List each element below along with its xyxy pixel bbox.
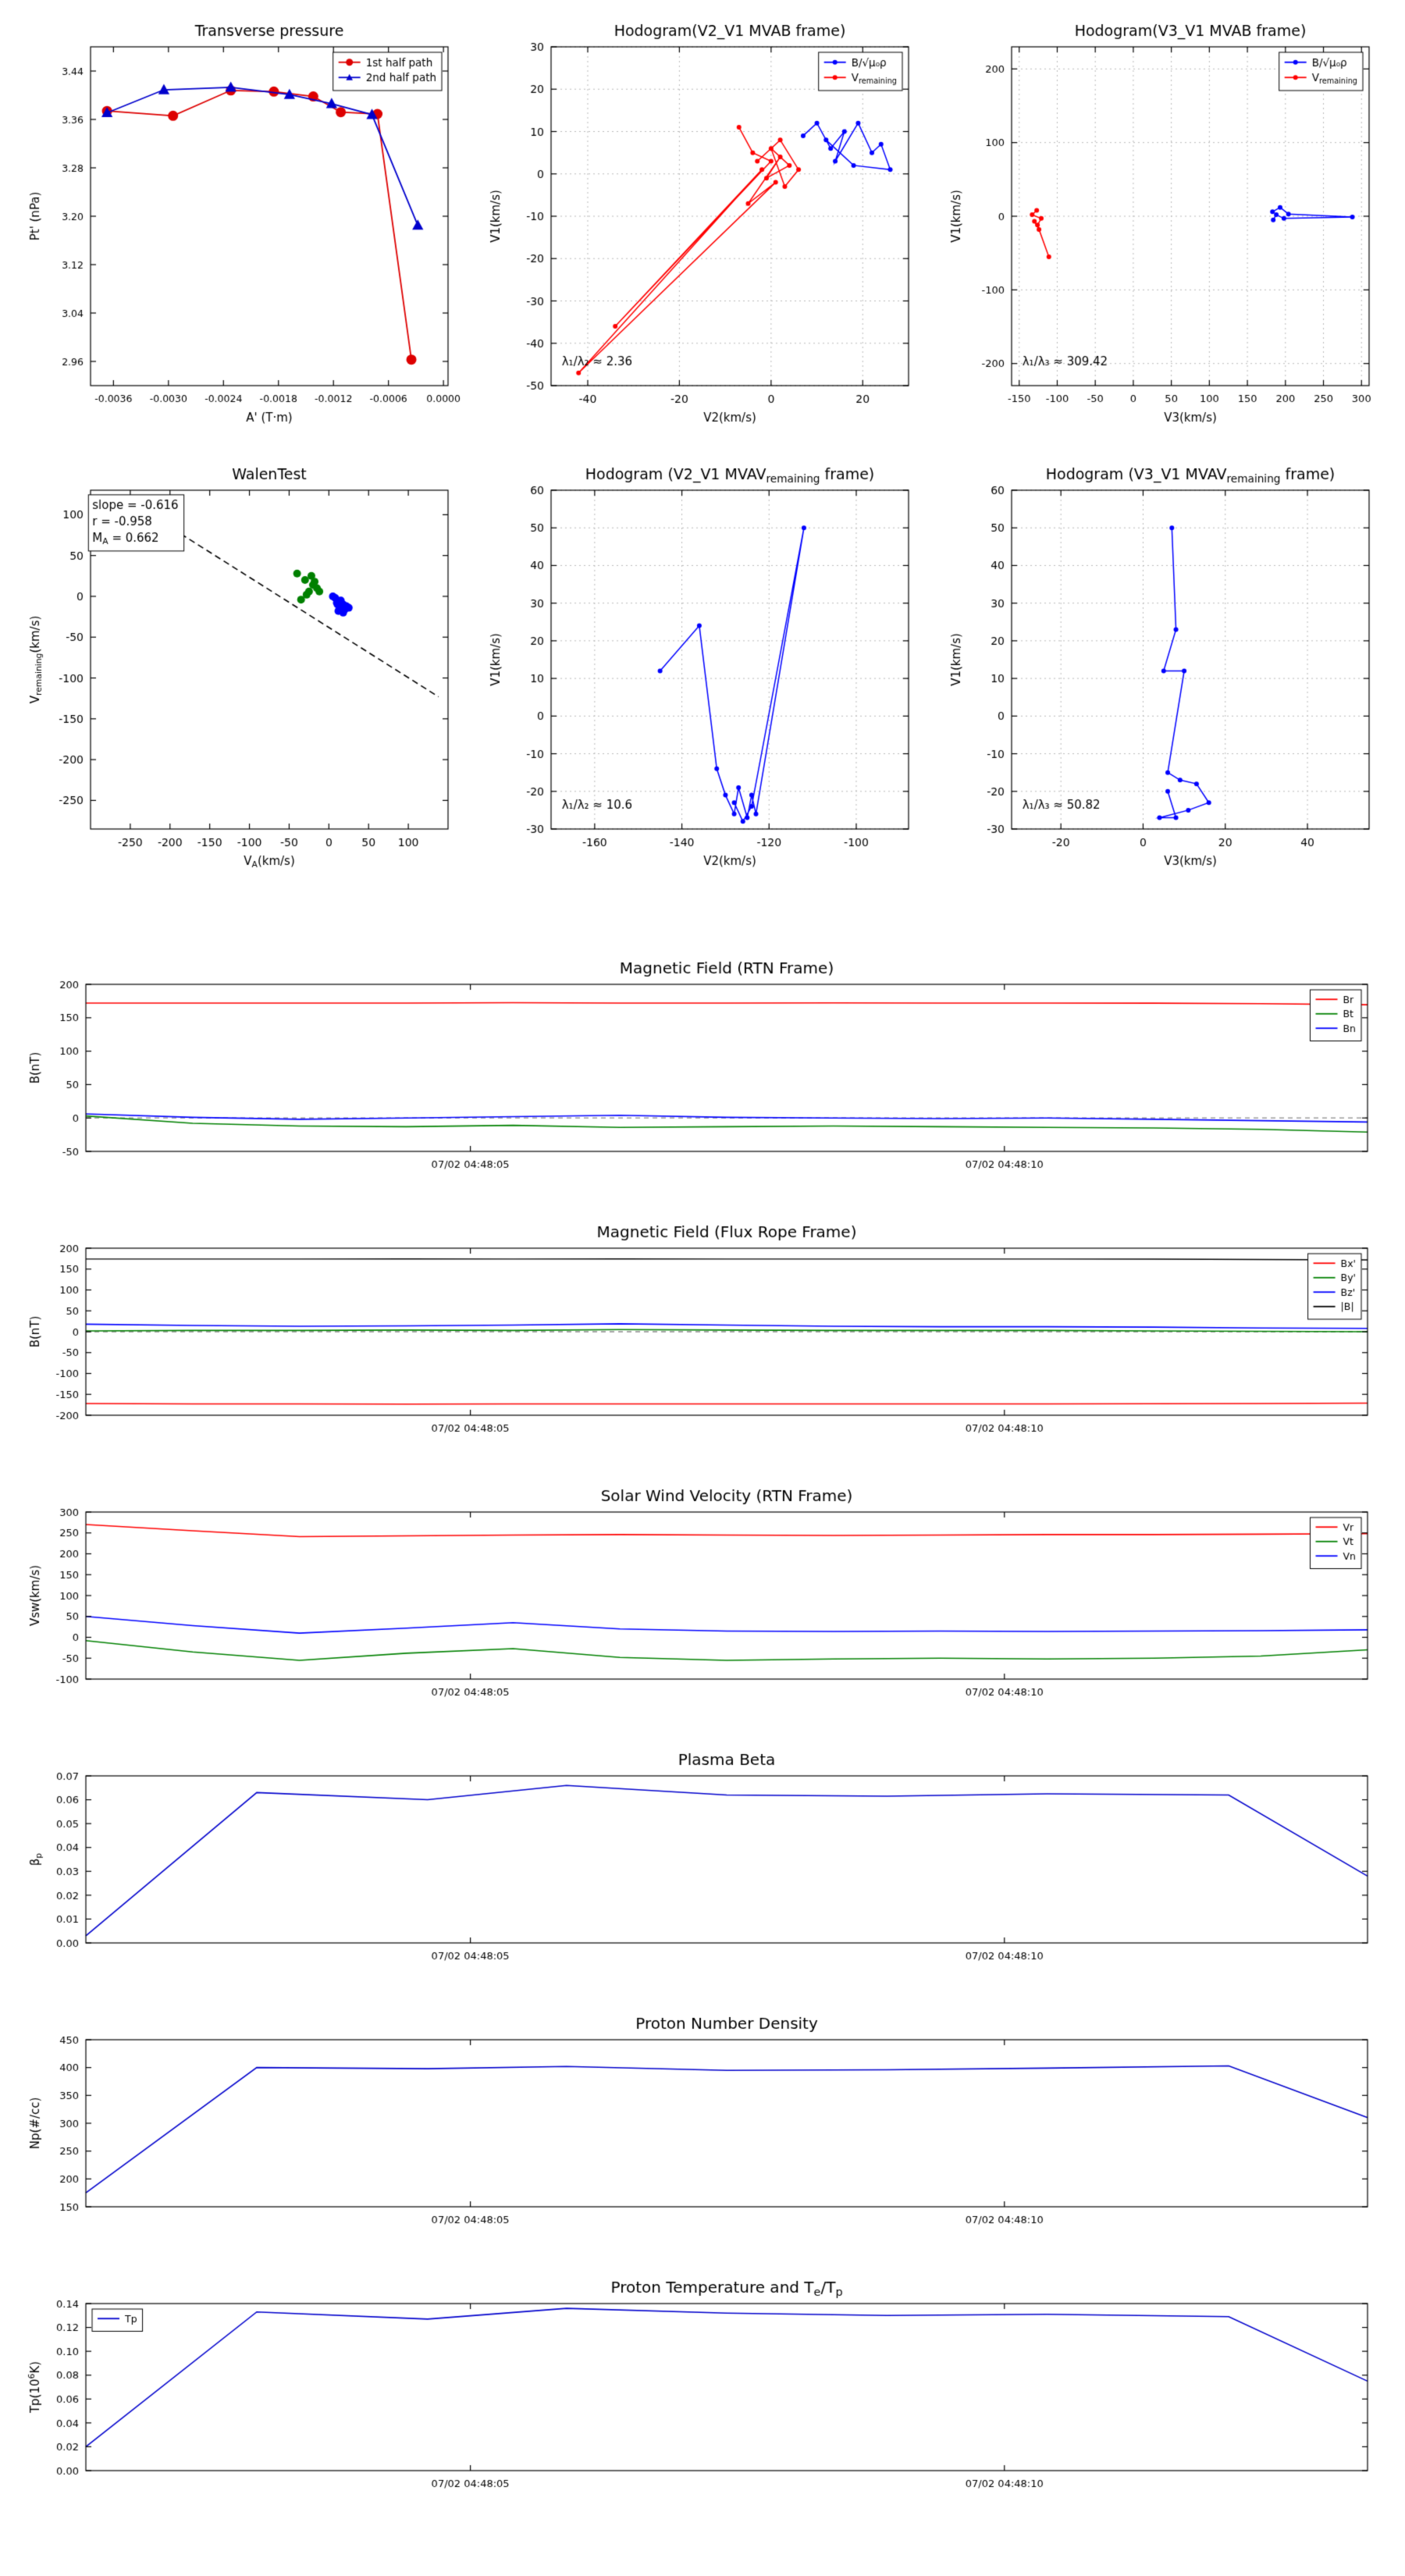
proton-number-density-chart [23,2008,1382,2243]
scatter-row-2 [23,457,1382,879]
timeseries-panels [23,953,1382,1187]
magnetic-field-rtn-chart [23,953,1382,1187]
hodogram-v3v1-mvab-chart [944,14,1382,436]
transverse-pressure-chart [23,14,461,436]
hodogram-v2v1-mvav-chart [484,457,921,879]
hodogram-v2v1-mvab-chart [484,14,921,436]
plasma-beta-chart [23,1745,1382,1979]
walen-test-chart [23,457,461,879]
magnetic-field-flux-rope-chart [23,1217,1382,1451]
scatter-row-1 [23,14,1382,436]
proton-temperature-chart [23,2272,1382,2507]
hodogram-v3v1-mvav-chart [944,457,1382,879]
solar-wind-velocity-chart [23,1481,1382,1715]
analysis-figure [23,14,1382,2507]
